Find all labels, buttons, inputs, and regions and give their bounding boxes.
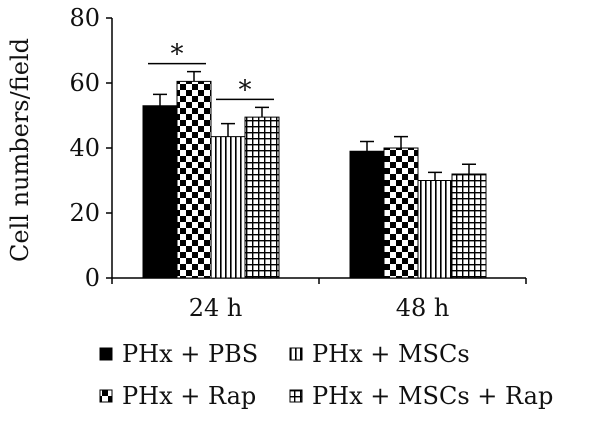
bar xyxy=(244,116,280,279)
x-tick-label: 24 h xyxy=(189,294,243,322)
bar xyxy=(349,150,385,279)
legend-label: PHx + Rap xyxy=(122,382,256,410)
bar xyxy=(417,180,453,279)
y-tick-label: 60 xyxy=(69,69,100,97)
y-tick-label: 80 xyxy=(69,4,100,32)
bar xyxy=(383,147,419,279)
significance-star: * xyxy=(239,75,252,105)
error-bars xyxy=(153,70,476,181)
y-tick-label: 20 xyxy=(69,199,100,227)
legend-item: PHx + Rap xyxy=(99,382,256,410)
legend-swatch xyxy=(99,389,113,403)
legend-item: PHx + MSCs xyxy=(289,340,470,368)
y-tick-labels: 0 20 40 60 80 xyxy=(69,4,100,292)
legend-item: PHx + PBS xyxy=(99,340,258,368)
legend-item: PHx + MSCs + Rap xyxy=(289,382,553,410)
bar xyxy=(451,173,487,279)
y-tick-label: 0 xyxy=(85,264,100,292)
y-axis-label: Cell numbers/field xyxy=(6,38,34,262)
y-tick-label: 40 xyxy=(69,134,100,162)
bars xyxy=(142,80,487,279)
x-tick-label: 48 h xyxy=(396,294,450,322)
legend-label: PHx + MSCs + Rap xyxy=(312,382,553,410)
x-tick-labels: 24 h 48 h xyxy=(189,294,450,322)
significance-markers: ** xyxy=(148,40,274,105)
bar xyxy=(210,136,246,279)
legend: PHx + PBS PHx + MSCs PHx + Rap PHx + MSCs +… xyxy=(99,340,553,410)
legend-swatch xyxy=(289,347,303,361)
significance-star: * xyxy=(171,40,184,70)
bar xyxy=(176,80,212,279)
legend-label: PHx + MSCs xyxy=(312,340,470,368)
legend-swatch xyxy=(289,389,303,403)
legend-label: PHx + PBS xyxy=(122,340,258,368)
bar xyxy=(142,105,178,279)
legend-swatch xyxy=(99,347,113,361)
